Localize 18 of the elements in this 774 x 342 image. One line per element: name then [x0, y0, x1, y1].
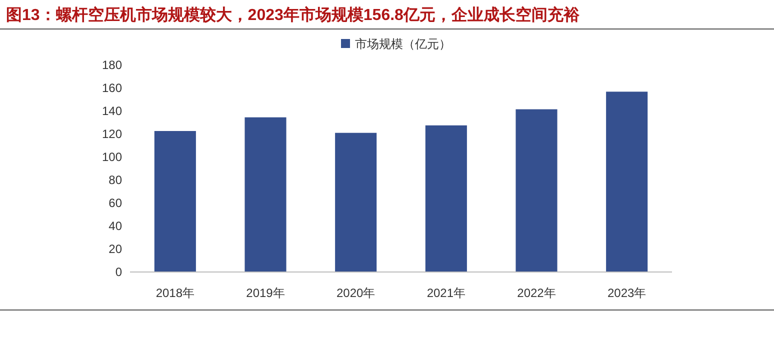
xtick: 2021年: [426, 286, 466, 300]
ytick: 0: [115, 265, 122, 279]
xtick: 2022年: [517, 286, 556, 300]
ytick: 140: [102, 104, 122, 118]
ytick: 100: [102, 150, 122, 164]
legend: 市场规模（亿元）: [355, 37, 451, 51]
xtick: 2023年: [607, 286, 646, 300]
ytick: 120: [102, 127, 122, 141]
ytick: 80: [108, 173, 122, 187]
ytick: 180: [102, 58, 122, 72]
xtick: 2019年: [246, 286, 285, 300]
ytick: 20: [108, 242, 122, 256]
ytick: 160: [102, 81, 122, 95]
title: 图13：螺杆空压机市场规模较大，2023年市场规模156.8亿元，企业成长空间充裕: [6, 7, 580, 24]
ytick: 60: [108, 196, 122, 210]
xtick: 2020年: [336, 286, 376, 300]
xtick: 2018年: [156, 286, 195, 300]
ytick: 40: [108, 219, 122, 233]
